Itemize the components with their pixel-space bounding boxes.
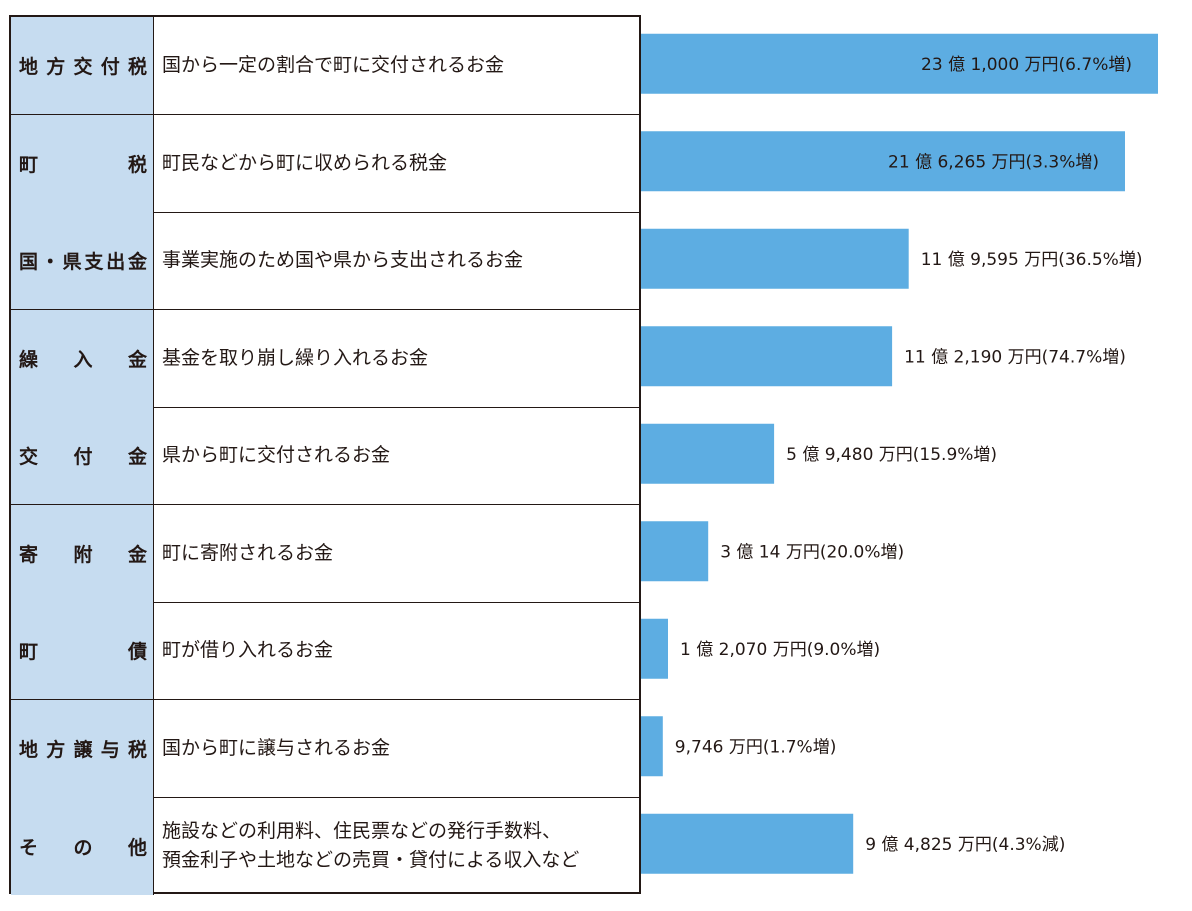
bar	[641, 33, 1158, 94]
bar	[641, 618, 668, 679]
revenue-description: 基金を取り崩し繰り入れるお金	[162, 346, 429, 369]
revenue-category-cell: 交 付 金	[11, 407, 154, 504]
table-row: 交 付 金県から町に交付されるお金	[11, 407, 639, 505]
bar	[641, 131, 1125, 192]
revenue-description: 町に寄附されるお金	[162, 541, 334, 564]
revenue-category-cell: 町 税	[11, 114, 154, 212]
bar-data-label: 21 億 6,265 万円(3.3%増)	[888, 152, 1099, 172]
table-row: 繰 入 金基金を取り崩し繰り入れるお金	[11, 309, 639, 408]
table-row: 町 税町民などから町に収められる税金	[11, 114, 639, 213]
revenue-description: 国から町に譲与されるお金	[162, 736, 391, 759]
revenue-category-cell: 国・県支出金	[11, 212, 154, 309]
revenue-category-name: 寄 附 金	[19, 543, 147, 566]
revenue-description: 県から町に交付されるお金	[162, 444, 391, 466]
bar	[641, 423, 775, 484]
revenue-category-cell: 寄 附 金	[11, 504, 154, 602]
table-row: 寄 附 金町に寄附されるお金	[11, 504, 639, 603]
bar-data-label: 11 億 9,595 万円(36.5%増)	[921, 250, 1143, 270]
revenue-description: 施設などの利用料、住民票などの発行手数料、 預金利子や土地などの売買・貸付による…	[162, 820, 580, 871]
bar	[641, 716, 663, 777]
bar-data-label: 9,746 万円(1.7%増)	[675, 737, 837, 757]
revenue-category-name: 地方交付税	[19, 56, 147, 78]
revenue-category-cell: 地方交付税	[11, 17, 154, 114]
revenue-category-name: 地方譲与税	[19, 738, 147, 761]
revenue-table: 地方交付税 国から一定の割合で町に交付されるお金町 税町民などから町に収められる税…	[9, 15, 641, 895]
revenue-category-cell: 町 債	[11, 602, 154, 699]
bar	[641, 326, 893, 387]
revenue-category-cell: 繰 入 金	[11, 309, 154, 407]
bar	[641, 228, 909, 289]
bar-data-label: 1 億 2,070 万円(9.0%増)	[680, 640, 880, 660]
revenue-category-name: 町 債	[19, 641, 147, 663]
bar-data-label: 3 億 14 万円(20.0%増)	[720, 542, 904, 562]
revenue-category-name: 町 税	[19, 153, 147, 176]
table-row: 地方譲与税 国から町に譲与されるお金	[11, 699, 639, 798]
bar-data-label: 9 億 4,825 万円(4.3%減)	[865, 835, 1065, 855]
table-row: そ の 他施設などの利用料、住民票などの発行手数料、 預金利子や土地などの売買・…	[11, 797, 639, 895]
bar	[641, 521, 709, 582]
revenue-category-cell: そ の 他	[11, 797, 154, 895]
revenue-category-name: 交 付 金	[19, 446, 147, 468]
revenue-description: 国から一定の割合で町に交付されるお金	[162, 54, 505, 76]
bar-data-label: 23 億 1,000 万円(6.7%増)	[921, 55, 1132, 75]
bar-data-label: 5 億 9,480 万円(15.9%増)	[786, 445, 997, 465]
revenue-description: 町民などから町に収められる税金	[162, 151, 448, 174]
bar-data-label: 11 億 2,190 万円(74.7%増)	[904, 347, 1126, 367]
table-row: 国・県支出金 事業実施のため国や県から支出されるお金	[11, 212, 639, 310]
revenue-category-name: 国・県支出金	[19, 251, 147, 273]
table-row: 町 債町が借り入れるお金	[11, 602, 639, 700]
table-row: 地方交付税 国から一定の割合で町に交付されるお金	[11, 17, 639, 115]
revenue-description: 町が借り入れるお金	[162, 639, 334, 661]
revenue-category-name: そ の 他	[19, 836, 147, 859]
revenue-category-cell: 地方譲与税	[11, 699, 154, 797]
revenue-description: 事業実施のため国や県から支出されるお金	[162, 249, 524, 271]
bar	[641, 813, 854, 874]
revenue-category-name: 繰 入 金	[19, 348, 147, 371]
